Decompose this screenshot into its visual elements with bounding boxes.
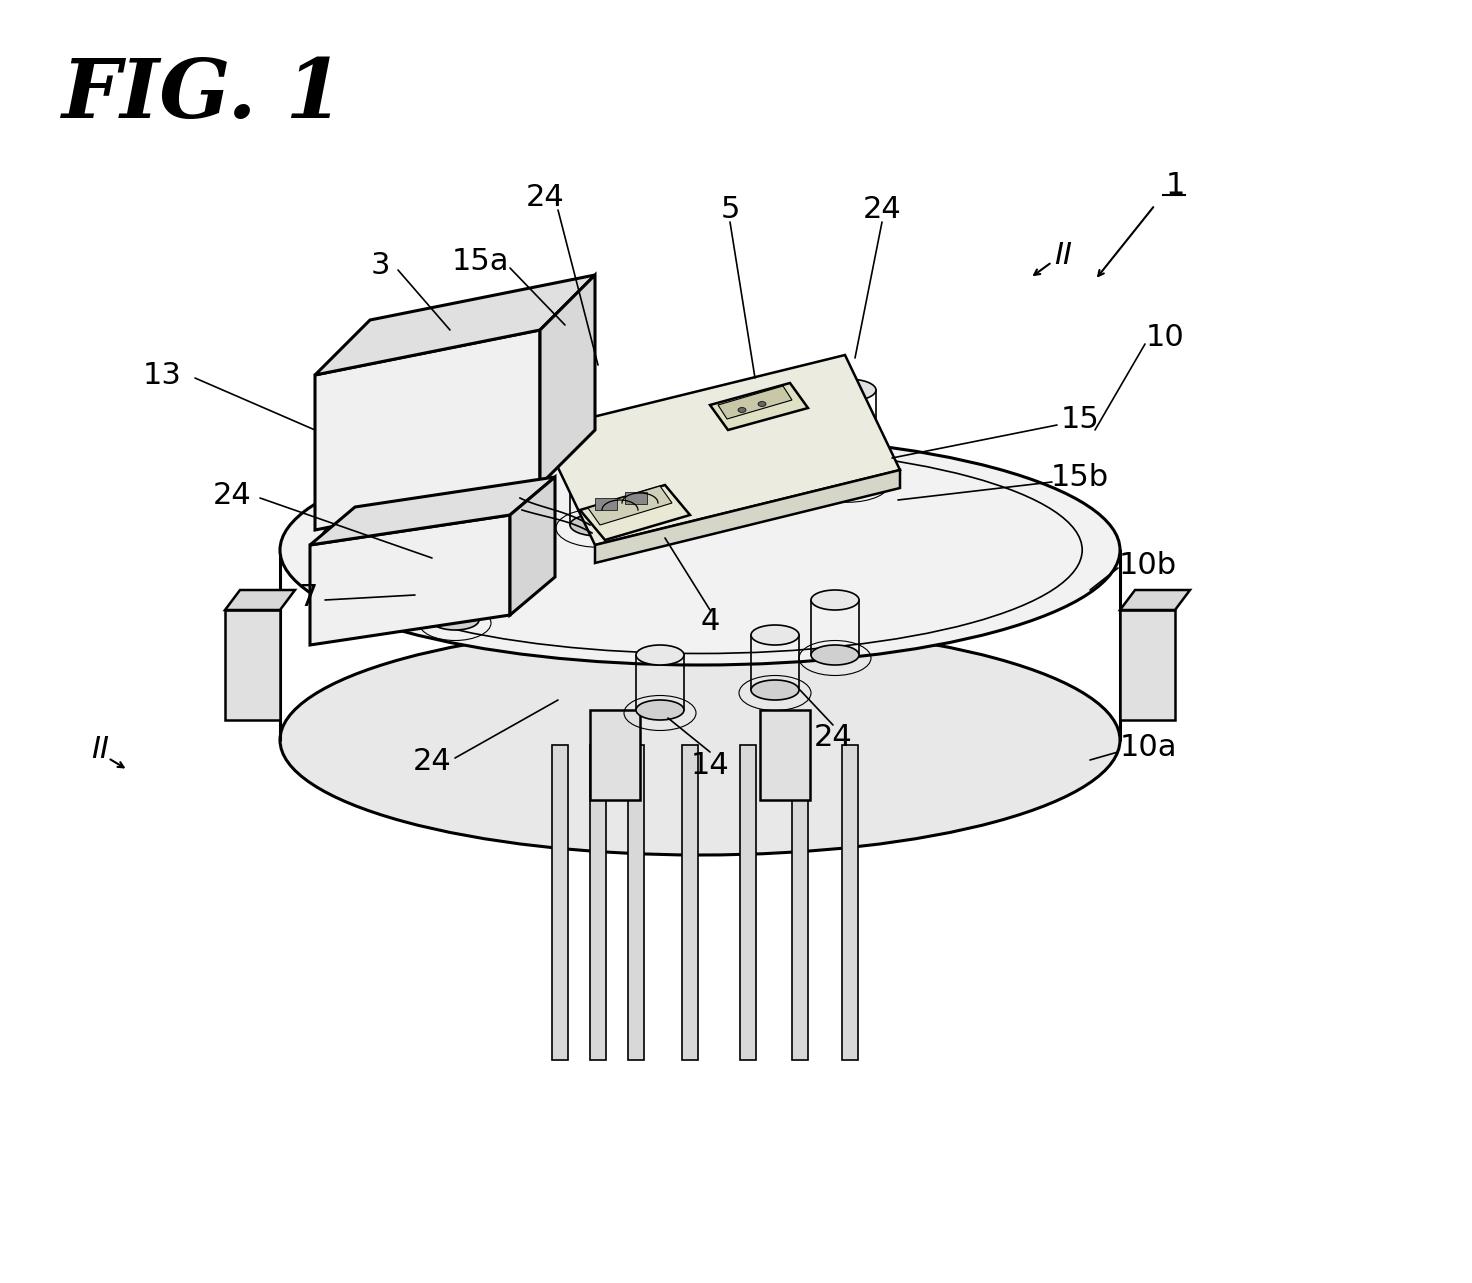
Ellipse shape [636, 701, 684, 720]
Ellipse shape [636, 645, 684, 665]
Polygon shape [590, 709, 640, 801]
Text: 24: 24 [412, 748, 452, 776]
Polygon shape [315, 330, 540, 530]
Polygon shape [540, 355, 899, 545]
Text: 24: 24 [526, 183, 564, 213]
Bar [792, 745, 808, 1060]
Bar [842, 745, 858, 1060]
Text: 24: 24 [814, 724, 852, 753]
Ellipse shape [811, 645, 860, 665]
Text: II: II [91, 735, 109, 765]
Ellipse shape [811, 590, 860, 609]
Ellipse shape [820, 378, 876, 402]
Bar [682, 745, 698, 1060]
Ellipse shape [570, 514, 626, 536]
Polygon shape [1120, 590, 1189, 609]
Ellipse shape [751, 680, 799, 701]
Text: 7: 7 [299, 584, 318, 612]
Text: 5: 5 [720, 195, 740, 225]
Text: 24: 24 [212, 481, 252, 509]
Polygon shape [509, 477, 555, 615]
Text: II: II [1054, 240, 1072, 269]
Text: 10a: 10a [1119, 734, 1176, 762]
Polygon shape [311, 514, 509, 645]
Polygon shape [587, 486, 673, 525]
Ellipse shape [431, 609, 478, 630]
Ellipse shape [431, 556, 478, 575]
Text: 1: 1 [1166, 171, 1185, 199]
Polygon shape [595, 470, 899, 563]
Ellipse shape [570, 420, 626, 441]
Polygon shape [225, 590, 294, 609]
Polygon shape [718, 386, 792, 420]
Polygon shape [311, 477, 555, 545]
Bar [740, 745, 757, 1060]
Text: FIG. 1: FIG. 1 [62, 55, 344, 135]
Text: 13: 13 [143, 361, 181, 390]
Text: 24: 24 [863, 195, 901, 225]
Polygon shape [760, 709, 810, 801]
Text: 15: 15 [1061, 405, 1100, 435]
Polygon shape [580, 485, 690, 540]
Bar [590, 745, 606, 1060]
Bar [626, 491, 648, 504]
Text: 15b: 15b [1051, 463, 1108, 493]
Bar [552, 745, 568, 1060]
Ellipse shape [820, 470, 876, 491]
Ellipse shape [280, 435, 1120, 665]
Text: 3: 3 [371, 250, 390, 280]
Polygon shape [1120, 609, 1175, 720]
Ellipse shape [751, 625, 799, 645]
Bar [595, 498, 617, 511]
Bar [629, 745, 645, 1060]
Polygon shape [710, 384, 808, 430]
Text: 10: 10 [1145, 323, 1185, 353]
Ellipse shape [280, 625, 1120, 854]
Text: 14: 14 [690, 751, 729, 780]
Text: 15a: 15a [452, 248, 509, 277]
Ellipse shape [758, 402, 765, 407]
Polygon shape [315, 275, 595, 375]
Polygon shape [540, 275, 595, 485]
Polygon shape [225, 609, 280, 720]
Text: 4: 4 [701, 607, 720, 636]
Text: 10b: 10b [1119, 550, 1178, 580]
Ellipse shape [737, 408, 746, 413]
